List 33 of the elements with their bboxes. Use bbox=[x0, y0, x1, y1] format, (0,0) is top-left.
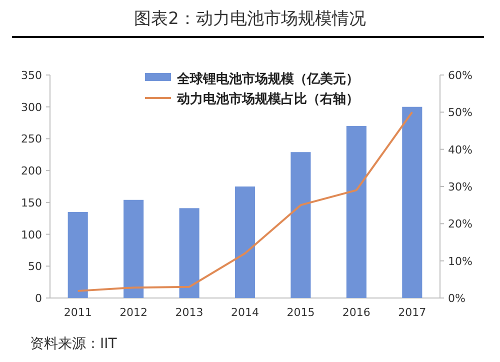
x-tick-label: 2015 bbox=[286, 306, 315, 319]
x-tick-label: 2011 bbox=[64, 306, 92, 319]
bar bbox=[68, 212, 88, 298]
x-tick-label: 2014 bbox=[231, 306, 259, 319]
y-tick-label: 150 bbox=[21, 196, 42, 210]
y2-tick-label: 50% bbox=[448, 106, 472, 120]
legend-label: 动力电池市场规模占比（右轴） bbox=[176, 91, 359, 107]
y2-tick-label: 30% bbox=[448, 180, 472, 194]
y-tick-label: 100 bbox=[21, 228, 42, 242]
y2-tick-label: 20% bbox=[448, 218, 472, 231]
text: 资料来源：IIT bbox=[30, 336, 118, 352]
x-tick-label: 2016 bbox=[342, 306, 370, 319]
y-tick-label: 350 bbox=[21, 69, 42, 82]
bar bbox=[402, 106, 422, 298]
legend-label: 全球锂电池市场规模（亿美元） bbox=[176, 71, 359, 87]
bar bbox=[179, 208, 200, 298]
x-tick-label: 2017 bbox=[398, 306, 426, 319]
bar bbox=[124, 200, 144, 298]
y-tick-label: 250 bbox=[21, 132, 42, 146]
chart-title: 图表2：动力电池市场规模情况 bbox=[134, 9, 366, 29]
bar bbox=[346, 126, 366, 298]
y-tick-label: 300 bbox=[21, 100, 42, 114]
y2-tick-label: 40% bbox=[448, 143, 472, 156]
y2-tick-label: 0% bbox=[448, 292, 466, 305]
bar bbox=[234, 186, 256, 298]
y-tick-label: 200 bbox=[21, 164, 42, 178]
y2-tick-label: 60% bbox=[448, 69, 472, 82]
x-tick-label: 2013 bbox=[175, 306, 204, 319]
y-tick-label: 50 bbox=[28, 260, 42, 274]
y-tick-label: 0 bbox=[35, 292, 42, 305]
x-tick-label: 2012 bbox=[120, 306, 148, 319]
bar bbox=[290, 152, 311, 298]
y2-tick-label: 10% bbox=[448, 254, 472, 268]
